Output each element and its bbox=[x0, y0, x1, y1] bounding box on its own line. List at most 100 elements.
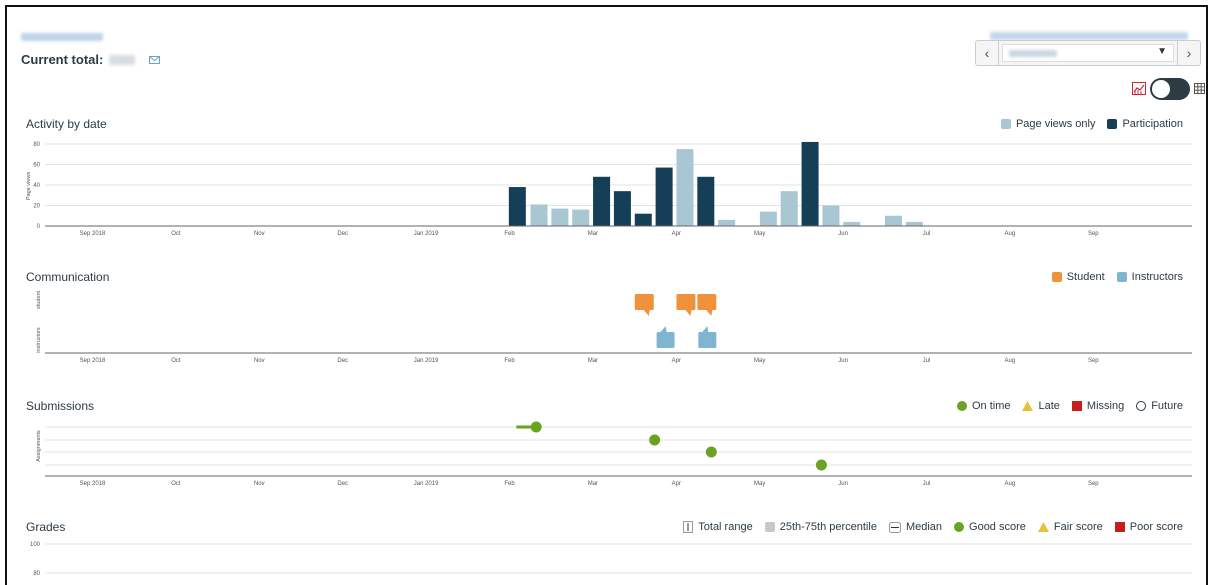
communication-x-tick-label: May bbox=[754, 358, 765, 364]
ring-icon bbox=[1136, 401, 1147, 411]
chart-view-icon[interactable] bbox=[1132, 82, 1146, 95]
submission-point bbox=[815, 459, 827, 471]
submissions-y-axis-label: Assignments bbox=[36, 430, 42, 462]
submissions-x-tick-label: Sep 2018 bbox=[80, 481, 106, 487]
submissions-x-tick-label: Sep bbox=[1088, 481, 1099, 487]
activity-bar bbox=[676, 149, 694, 226]
activity-x-tick-label: Feb bbox=[504, 231, 515, 237]
legend-good-score: Good score bbox=[954, 521, 1026, 533]
activity-bar bbox=[655, 167, 673, 226]
grades-y-tick-label: 80 bbox=[33, 571, 40, 577]
communication-x-tick-label: Jun bbox=[838, 358, 848, 364]
student-name-redacted bbox=[21, 28, 103, 46]
legend-poor-score: Poor score bbox=[1114, 521, 1183, 533]
activity-bar bbox=[613, 191, 631, 226]
app-frame bbox=[5, 5, 1208, 585]
student-message-icon bbox=[697, 294, 717, 316]
grades-legend: Total range 25th-75th percentile Median … bbox=[683, 521, 1183, 533]
activity-x-tick-label: Apr bbox=[672, 231, 681, 237]
submissions-x-tick-label: Jun bbox=[838, 481, 848, 487]
activity-x-tick-label: Nov bbox=[254, 231, 265, 237]
activity-y-tick-label: 80 bbox=[33, 142, 40, 148]
grades-y-tick-label: 100 bbox=[30, 542, 41, 548]
communication-x-tick-label: Aug bbox=[1005, 358, 1016, 364]
submissions-x-tick-label: Mar bbox=[588, 481, 598, 487]
previous-student-button[interactable]: ‹ bbox=[976, 41, 999, 65]
communication-x-tick-label: Sep bbox=[1088, 358, 1099, 364]
submission-point bbox=[530, 421, 542, 433]
communication-x-tick-label: Nov bbox=[254, 358, 265, 364]
square-icon bbox=[1071, 401, 1082, 411]
current-total-value-redacted bbox=[108, 54, 135, 65]
communication-x-tick-label: Feb bbox=[504, 358, 515, 364]
activity-x-tick-label: Aug bbox=[1005, 231, 1016, 237]
communication-legend: Student Instructors bbox=[1051, 271, 1183, 283]
legend-participation: Participation bbox=[1107, 118, 1183, 130]
submissions-legend: On time Late Missing Future bbox=[956, 400, 1183, 412]
legend-swatch bbox=[1116, 272, 1127, 282]
legend-page-views: Page views only bbox=[1000, 118, 1095, 130]
box-icon bbox=[764, 522, 775, 532]
activity-bar bbox=[634, 213, 652, 226]
activity-bar bbox=[508, 187, 526, 226]
submissions-x-tick-label: Jan 2019 bbox=[414, 481, 439, 487]
activity-bar bbox=[801, 141, 819, 226]
submission-point bbox=[649, 434, 661, 446]
grades-title: Grades bbox=[26, 520, 66, 534]
table-view-icon[interactable] bbox=[1194, 83, 1205, 94]
next-student-button[interactable]: › bbox=[1177, 41, 1200, 65]
mail-icon[interactable] bbox=[148, 55, 160, 64]
activity-y-tick-label: 20 bbox=[33, 204, 40, 210]
communication-x-tick-label: Jan 2019 bbox=[414, 358, 439, 364]
circle-icon bbox=[956, 401, 967, 411]
current-total-label: Current total: bbox=[21, 52, 104, 68]
legend-swatch bbox=[1107, 119, 1118, 129]
toggle-knob bbox=[1152, 80, 1170, 98]
triangle-icon bbox=[1037, 522, 1049, 532]
activity-bar bbox=[530, 204, 548, 226]
activity-x-tick-label: Sep 2018 bbox=[80, 231, 106, 237]
communication-x-tick-label: Dec bbox=[337, 358, 348, 364]
legend-median: Median bbox=[888, 521, 942, 533]
activity-x-tick-label: May bbox=[754, 231, 765, 237]
chevron-left-icon: ‹ bbox=[984, 45, 990, 61]
activity-x-tick-label: Jan 2019 bbox=[414, 231, 439, 237]
legend-missing: Missing bbox=[1071, 400, 1124, 412]
activity-bar bbox=[718, 219, 736, 226]
submissions-x-tick-label: Dec bbox=[337, 481, 348, 487]
submission-point bbox=[705, 446, 717, 458]
communication-x-tick-label: Apr bbox=[672, 358, 681, 364]
circle-icon bbox=[954, 522, 965, 532]
submissions-x-tick-label: Oct bbox=[171, 481, 181, 487]
instructor-message-icon bbox=[656, 326, 675, 348]
legend-total-range: Total range bbox=[683, 521, 753, 533]
legend-fair-score: Fair score bbox=[1037, 521, 1103, 533]
communication-x-tick-label: Oct bbox=[171, 358, 181, 364]
legend-future: Future bbox=[1136, 400, 1183, 412]
activity-y-tick-label: 0 bbox=[37, 224, 41, 230]
course-title-redacted bbox=[990, 27, 1188, 45]
student-navigator: ‹ ▼ › bbox=[975, 40, 1201, 66]
activity-x-tick-label: Sep bbox=[1088, 231, 1099, 237]
square-icon bbox=[1114, 522, 1125, 532]
student-message-icon bbox=[634, 294, 654, 316]
communication-title: Communication bbox=[26, 270, 110, 284]
chart-table-toggle[interactable] bbox=[1150, 78, 1190, 100]
legend-swatch bbox=[1051, 272, 1062, 282]
communication-x-tick-label: Sep 2018 bbox=[80, 358, 106, 364]
activity-x-tick-label: Jul bbox=[923, 231, 931, 237]
submissions-x-tick-label: Aug bbox=[1005, 481, 1016, 487]
activity-y-tick-label: 40 bbox=[33, 183, 40, 189]
activity-x-tick-label: Oct bbox=[171, 231, 181, 237]
activity-y-axis-label: Page views bbox=[26, 172, 32, 200]
communication-x-tick-label: Jul bbox=[923, 358, 931, 364]
activity-bar bbox=[593, 176, 611, 226]
legend-instructors: Instructors bbox=[1116, 271, 1183, 283]
communication-row-label-instructors: instructors bbox=[36, 327, 42, 353]
legend-percentile: 25th-75th percentile bbox=[764, 521, 877, 533]
submissions-title: Submissions bbox=[26, 399, 95, 413]
student-select[interactable]: ▼ bbox=[1002, 44, 1174, 62]
current-total: Current total: bbox=[21, 51, 160, 67]
legend-swatch bbox=[1000, 119, 1011, 129]
